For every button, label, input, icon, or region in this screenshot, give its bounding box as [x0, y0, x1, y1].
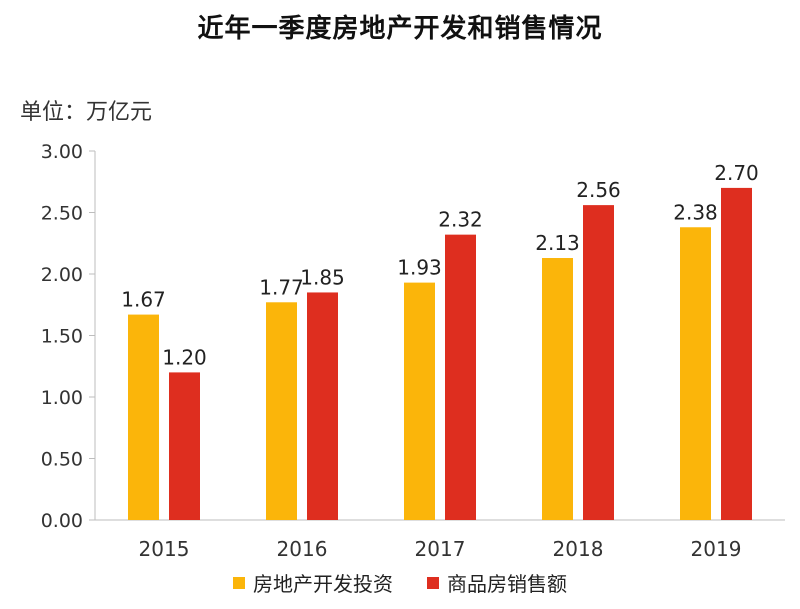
bar-sales	[169, 372, 200, 520]
data-label-sales: 1.20	[162, 345, 207, 369]
y-tick-label: 1.50	[41, 326, 83, 348]
data-label-investment: 1.93	[397, 256, 442, 280]
bar-sales	[445, 234, 476, 520]
legend: 房地产开发投资 商品房销售额	[0, 568, 800, 597]
chart-title: 近年一季度房地产开发和销售情况	[197, 14, 603, 44]
legend-label-sales: 商品房销售额	[447, 572, 567, 596]
y-tick-label: 1.00	[41, 387, 83, 409]
bar-chart: 0.00 0.50 1.00 1.50 2.00 2.50 3.00 2015 1.67 1.20…	[41, 141, 785, 560]
bar-sales	[721, 187, 752, 520]
bar-sales	[307, 292, 338, 520]
x-tick-label: 2015	[139, 537, 190, 560]
bar-investment	[266, 302, 297, 520]
bar-sales	[583, 205, 614, 520]
y-tick-label: 3.00	[41, 141, 83, 163]
y-tick-label: 0.00	[41, 510, 83, 532]
data-label-sales: 2.32	[438, 208, 483, 232]
data-label-investment: 1.67	[121, 288, 166, 312]
y-tick-label: 2.50	[41, 203, 83, 225]
x-tick-label: 2017	[415, 537, 466, 560]
data-label-sales: 2.70	[714, 161, 759, 185]
bar-investment	[404, 282, 435, 520]
legend-swatch-sales	[427, 576, 439, 589]
legend-item-sales: 商品房销售额	[427, 568, 567, 597]
y-tick-label: 2.00	[41, 264, 83, 286]
bar-investment	[542, 258, 573, 520]
x-tick-label: 2016	[277, 537, 328, 560]
legend-item-investment: 房地产开发投资	[233, 568, 393, 597]
unit-label: 单位：万亿元	[20, 100, 153, 125]
legend-label-investment: 房地产开发投资	[253, 572, 393, 596]
data-label-sales: 2.56	[576, 178, 621, 202]
data-label-investment: 1.77	[259, 275, 304, 299]
data-label-sales: 1.85	[300, 265, 345, 289]
y-tick-label: 0.50	[41, 449, 83, 471]
x-tick-label: 2018	[553, 537, 604, 560]
x-tick-label: 2019	[691, 537, 742, 560]
legend-swatch-investment	[233, 576, 245, 589]
bar-investment	[680, 227, 711, 520]
bar-investment	[128, 314, 159, 520]
data-label-investment: 2.13	[535, 231, 580, 255]
data-label-investment: 2.38	[673, 200, 718, 224]
